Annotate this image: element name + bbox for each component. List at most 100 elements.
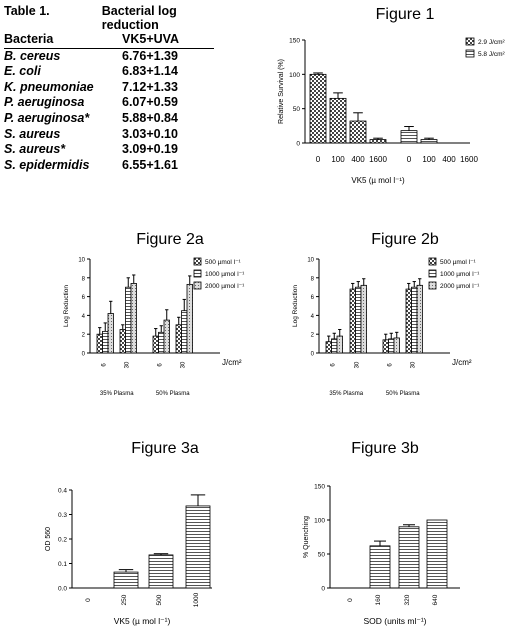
col-bacteria-header: Bacteria	[4, 32, 54, 46]
fig2b-group-label: 35% Plasma	[329, 391, 363, 397]
fig2b-bar	[355, 286, 362, 354]
fig2a-bar	[152, 335, 159, 354]
fig3a-y-tick-label: 0.3	[58, 512, 67, 519]
fig2b-bar	[405, 288, 412, 354]
fig2b-bar	[382, 339, 389, 354]
bacteria-name: S. aureus	[4, 126, 61, 141]
fig2a-y-tick-label: 6	[82, 295, 86, 301]
fig3a-x-tick-label: 250	[121, 594, 128, 605]
fig1-x-tick-label: 1600	[369, 155, 387, 164]
fig3b-y-axis-label: % Quenching	[303, 516, 310, 558]
table-row: K. pneumoniae 7.12+1.33	[4, 80, 214, 96]
fig2a-bar	[107, 313, 114, 354]
fig2b-bar	[416, 284, 423, 354]
table-title: Table 1.	[4, 4, 50, 18]
fig1-x-tick-label: 0	[407, 155, 412, 164]
fig1-legend-swatch	[465, 49, 475, 58]
log-reduction-value: 3.03+0.10	[122, 126, 178, 141]
bacteria-name: P. aeruginosa*	[4, 110, 90, 125]
table-header-row: Bacteria VK5+UVA	[4, 32, 214, 49]
log-reduction-value: 5.88+0.84	[122, 110, 178, 125]
fig2a-legend-swatch	[193, 281, 202, 290]
fig1-legend-label: 2.9 J/cm²	[478, 39, 506, 46]
fig1-y-tick-label: 0	[296, 141, 300, 148]
fig2a-group-label: 50% Plasma	[156, 391, 190, 397]
fig2a-bar	[125, 286, 132, 354]
fig3b-x-tick-label: 640	[432, 594, 439, 605]
fig3b-x-axis-label: SOD (units ml⁻¹)	[363, 616, 426, 626]
fig1-bar	[400, 130, 418, 144]
fig2a-legend-swatch	[193, 257, 202, 266]
log-reduction-value: 7.12+1.33	[122, 79, 178, 94]
fig3a-x-axis-label: VK5 (µ mol l⁻¹)	[114, 616, 171, 626]
fig2b-legend-label: 2000 µmol l⁻¹	[440, 283, 480, 290]
fig1-bar	[309, 73, 327, 144]
fig2a-bar	[130, 283, 137, 354]
fig2a-legend-label: 1000 µmol l⁻¹	[205, 271, 245, 278]
fig1-x-tick-label: 100	[331, 155, 345, 164]
bacteria-name: S. epidermidis	[4, 157, 90, 172]
table-body: B. cereus 6.76+1.39 E. coli 6.83+1.14 K. pne…	[4, 49, 214, 174]
fig2b-bar	[393, 337, 400, 354]
fig2a-legend-label: 2000 µmol l⁻¹	[205, 283, 245, 290]
log-reduction-value: 6.07+0.59	[122, 95, 178, 110]
fig2b-bar	[411, 286, 418, 354]
fig3a-y-tick-label: 0.4	[58, 488, 67, 495]
fig3b-y-tick-label: 50	[318, 552, 326, 559]
fig3a-x-tick-label: 500	[156, 594, 163, 605]
fig2a-legend-swatch	[193, 269, 202, 278]
fig2a-dose-label: 30	[180, 361, 186, 368]
bacteria-name: P. aeruginosa	[4, 95, 85, 110]
fig2b-title: Figure 2b	[371, 231, 439, 248]
bacterial-log-reduction-table: Table 1. Bacterial log reduction Bacteri…	[4, 4, 214, 173]
fig2a-dose-label: 6	[101, 363, 107, 367]
fig3a-bar	[113, 571, 139, 589]
fig3b-y-tick-label: 150	[314, 484, 325, 491]
table-row: S. epidermidis 6.55+1.61	[4, 158, 214, 174]
table-title-row: Table 1. Bacterial log reduction	[4, 4, 214, 32]
fig2b-bar	[360, 284, 367, 354]
table-heading: Bacterial log reduction	[101, 4, 177, 32]
table-row: B. cereus 6.76+1.39	[4, 49, 214, 65]
fig2a-y-tick-label: 0	[82, 352, 86, 358]
fig2b-y-tick-label: 2	[311, 333, 315, 339]
fig2a-group-label: 35% Plasma	[100, 391, 134, 397]
fig2b-y-tick-label: 6	[311, 295, 315, 301]
fig1-x-tick-label: 100	[422, 155, 436, 164]
fig1-legend-label: 5.8 J/cm²	[478, 51, 506, 58]
fig2b-bar	[349, 288, 356, 354]
fig2b-y-tick-label: 8	[311, 276, 315, 282]
bacteria-name: S. aureus*	[4, 142, 66, 157]
fig2b-y-tick-label: 0	[311, 352, 315, 358]
fig3b-x-tick-label: 160	[375, 594, 382, 605]
fig1-x-tick-label: 0	[316, 155, 321, 164]
fig2b-bar	[331, 338, 338, 354]
fig1-y-tick-label: 50	[293, 106, 301, 113]
fig2b-bar	[336, 335, 343, 354]
fig2a-title: Figure 2a	[136, 231, 204, 248]
fig2b-dose-label: 30	[354, 361, 360, 368]
fig2a-bar	[96, 333, 103, 354]
fig2b-legend-label: 500 µmol l⁻¹	[440, 259, 477, 266]
fig2a-bar	[119, 329, 126, 354]
fig2a-legend-label: 500 µmol l⁻¹	[205, 259, 242, 266]
fig2a-bar	[181, 310, 188, 354]
fig2a-y-tick-label: 8	[82, 276, 86, 282]
fig2a-bar	[186, 283, 193, 354]
table-row: S. aureus 3.03+0.10	[4, 127, 214, 143]
fig2a-bar	[158, 331, 165, 354]
fig2b-y-axis-label: Log Reduction	[292, 285, 299, 327]
fig2b-unit-label: J/cm²	[452, 358, 472, 367]
bacteria-name: B. cereus	[4, 48, 61, 63]
fig2a-unit-label: J/cm²	[222, 358, 242, 367]
col-value-header: VK5+UVA	[122, 32, 180, 46]
fig2a-dose-label: 6	[157, 363, 163, 367]
fig2b-y-tick-label: 10	[307, 258, 314, 264]
fig2a-y-tick-label: 4	[82, 314, 86, 320]
fig2b-legend-swatch	[428, 269, 437, 278]
fig2b-legend-swatch	[428, 257, 437, 266]
table-row: E. coli 6.83+1.14	[4, 64, 214, 80]
table-row: S. aureus* 3.09+0.19	[4, 142, 214, 158]
fig1-legend-swatch	[465, 37, 475, 46]
fig3a-y-tick-label: 0.1	[58, 561, 67, 568]
